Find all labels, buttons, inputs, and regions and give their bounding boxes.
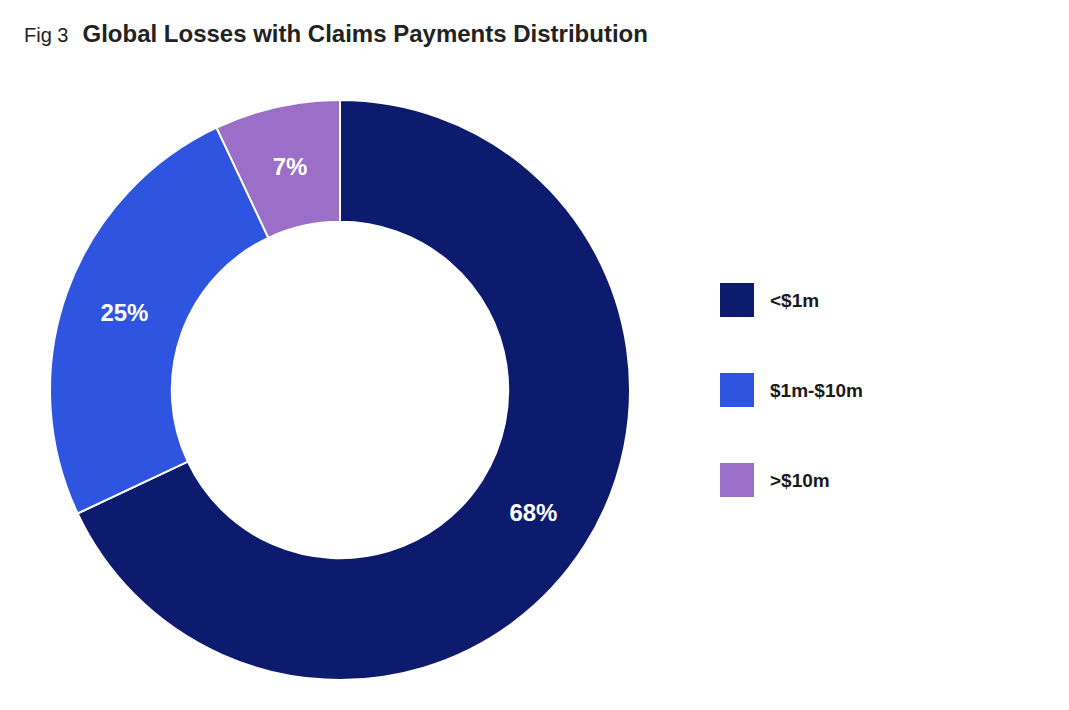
title-group: Fig 3 Global Losses with Claims Payments … — [24, 20, 648, 47]
legend-label: $1m-$10m — [770, 380, 863, 401]
legend-swatch — [720, 463, 754, 497]
legend-swatch — [720, 283, 754, 317]
slice — [217, 100, 340, 238]
data-label: 68% — [509, 499, 557, 526]
legend-item: <$1m — [720, 283, 819, 317]
plot — [50, 100, 630, 680]
legend-label: >$10m — [770, 470, 830, 491]
legend-swatch — [720, 373, 754, 407]
chart: Fig 3 Global Losses with Claims Payments … — [0, 0, 1069, 710]
legend: <$1m $1m-$10m >$10m — [720, 283, 863, 497]
title: Global Losses with Claims Payments Distr… — [82, 20, 647, 47]
data-label: 25% — [100, 299, 148, 326]
title-prefix: Fig 3 — [24, 24, 68, 46]
legend-item: $1m-$10m — [720, 373, 863, 407]
slice — [50, 128, 268, 514]
data-label: 7% — [273, 153, 308, 180]
data-labels: 68% 25% 7% — [100, 153, 557, 526]
legend-label: <$1m — [770, 290, 819, 311]
legend-item: >$10m — [720, 463, 830, 497]
